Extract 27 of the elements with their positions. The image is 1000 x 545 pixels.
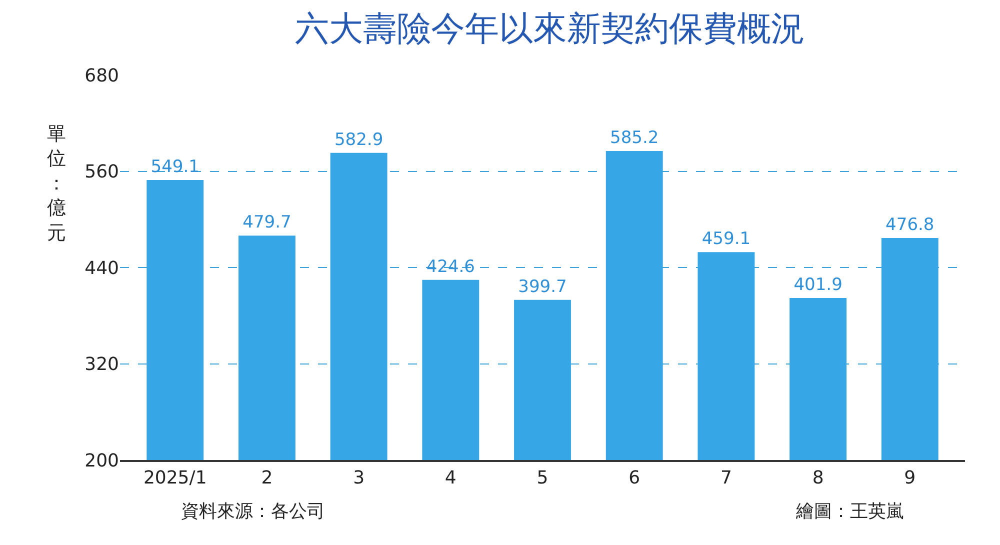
x-tick-label: 3 <box>353 468 365 489</box>
data-label: 582.9 <box>334 130 384 150</box>
y-tick-label: 320 <box>84 354 119 376</box>
data-label: 585.2 <box>610 128 659 148</box>
text: 繪圖：王英嵐 <box>795 501 904 522</box>
data-label: 401.9 <box>794 275 842 296</box>
y-tick-label: 200 <box>84 450 119 472</box>
data-label: 399.7 <box>518 276 567 297</box>
data-label: 549.1 <box>150 156 200 177</box>
y-tick-label: 560 <box>84 162 119 183</box>
x-tick-label: 9 <box>904 468 916 489</box>
x-tick-label: 8 <box>812 468 824 489</box>
data-label: 424.6 <box>426 256 475 277</box>
data-label: 476.8 <box>886 214 934 235</box>
x-tick-label: 2025/1 <box>143 468 207 489</box>
x-tick-label: 7 <box>720 468 732 489</box>
x-tick-label: 6 <box>628 468 640 489</box>
data-label: 479.7 <box>242 212 292 233</box>
y-tick-label: 680 <box>84 65 119 86</box>
x-tick-label: 5 <box>536 468 548 489</box>
x-tick-label: 2 <box>261 468 273 489</box>
x-tick-label: 4 <box>444 468 456 489</box>
data-label: 459.1 <box>702 229 751 250</box>
chart-title: 六大壽險今年以來新契約保費概況 <box>295 9 805 50</box>
y-tick-label: 440 <box>84 258 119 279</box>
y-axis-title: 單位：億元 <box>47 123 66 244</box>
source-note: 資料來源：各公司 <box>181 501 325 522</box>
